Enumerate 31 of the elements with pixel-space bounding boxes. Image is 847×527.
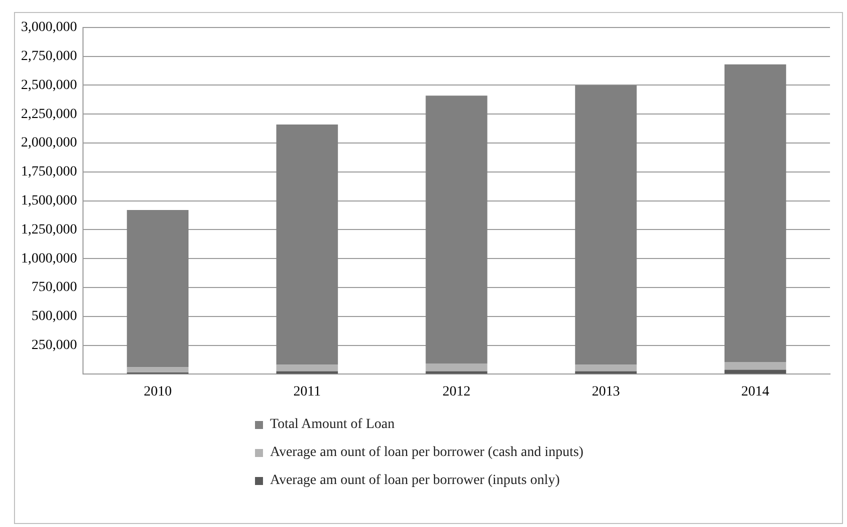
bar [426, 96, 488, 364]
y-tick-label: 3,000,000 [21, 20, 77, 36]
bar [126, 210, 189, 368]
x-tick-label: 2010 [144, 384, 172, 400]
legend-label: Total Amount of Loan [270, 417, 395, 433]
bar [724, 362, 786, 370]
y-tick-label: 2,000,000 [21, 136, 77, 151]
bar [126, 367, 189, 372]
y-tick-label: 1,000,000 [21, 251, 77, 266]
y-tick-label: 1,750,000 [21, 164, 77, 180]
y-tick-label: 750,000 [32, 280, 77, 296]
x-tick-label: 2011 [293, 384, 321, 400]
bar [426, 363, 488, 372]
legend-label: Average am ount of loan per borrower (inputs only) [270, 473, 560, 489]
y-tick-label: 2,750,000 [21, 48, 77, 64]
bar [276, 364, 338, 372]
bar [575, 364, 637, 372]
bar [724, 370, 786, 374]
bar [575, 85, 637, 365]
bar [724, 64, 786, 362]
bar [276, 124, 338, 365]
y-tick-label: 1,500,000 [21, 193, 77, 208]
y-tick-label: 500,000 [32, 309, 77, 324]
y-tick-label: 2,250,000 [21, 106, 77, 122]
x-tick-label: 2013 [592, 384, 620, 400]
x-tick-label: 2012 [442, 384, 470, 400]
y-tick-label: 250,000 [32, 338, 77, 353]
legend-label: Average am ount of loan per borrower (cash and inputs) [270, 445, 584, 461]
y-tick-label: 1,250,000 [21, 222, 77, 238]
x-tick-label: 2014 [741, 384, 770, 400]
y-tick-label: 2,500,000 [21, 78, 77, 93]
